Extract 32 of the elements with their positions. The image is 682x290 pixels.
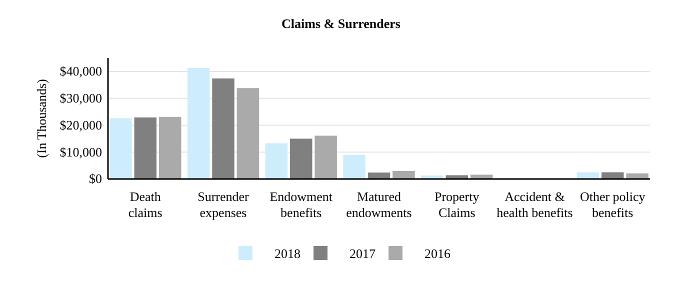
x-tick-label: Property Claims (434, 189, 480, 220)
x-tick-label: Other policy benefits (580, 189, 646, 220)
legend-label: 2017 (350, 246, 376, 261)
y-axis-title: (In Thousands) (34, 79, 49, 158)
bar (187, 68, 210, 179)
bar (343, 154, 366, 179)
y-tick-label: $30,000 (60, 90, 102, 106)
bar (470, 174, 493, 179)
chart-title: Claims & Surrenders (282, 16, 400, 31)
y-tick-label: $20,000 (60, 117, 102, 132)
x-tick-label: Death claims (128, 189, 162, 220)
bar (134, 117, 156, 179)
bar (368, 172, 390, 179)
bar (212, 78, 234, 179)
bar (236, 88, 260, 179)
bar (158, 116, 182, 179)
y-tick-label: $10,000 (60, 144, 102, 160)
bar (265, 143, 288, 179)
legend-label: 2018 (274, 246, 300, 261)
x-tick-label: Endowment benefits (270, 189, 333, 220)
bar (290, 138, 312, 179)
bar (626, 173, 648, 179)
bar (110, 118, 132, 179)
y-tick-label: $40,000 (60, 64, 102, 79)
bar (314, 136, 337, 179)
bar (392, 170, 415, 179)
x-tick-label: Surrender expenses (198, 189, 250, 220)
x-tick-label: Accident & health benefits (496, 189, 573, 220)
y-tick-label: $0 (89, 171, 102, 186)
x-tick-label: Matured endowments (346, 189, 412, 220)
legend-label: 2016 (424, 246, 451, 261)
bar (446, 175, 468, 179)
